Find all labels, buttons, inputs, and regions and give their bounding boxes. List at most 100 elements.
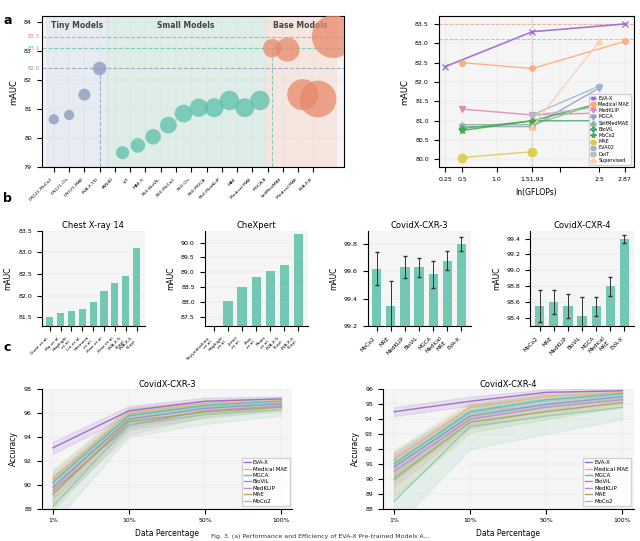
BioViL (125, 416, 133, 423)
Line: MAE: MAE (53, 407, 281, 494)
BioViL (390, 464, 398, 470)
Bar (443, 261, 452, 541)
Point (313, 95, 323, 103)
MedKLIP (542, 404, 550, 411)
Y-axis label: mAUC: mAUC (166, 267, 175, 290)
Text: Fig. 3. (a) Performance and Efficiency of EVA-X Pre-trained Models A...: Fig. 3. (a) Performance and Efficiency o… (211, 535, 429, 539)
Medical MAE (542, 393, 550, 400)
Text: a: a (3, 14, 12, 27)
Bar (79, 308, 86, 541)
EVA-X (277, 395, 285, 402)
MedKLIP (49, 487, 57, 494)
Point (64, 110, 74, 119)
Y-axis label: mAUC: mAUC (492, 267, 501, 290)
MAE (125, 418, 133, 425)
Line: MGCA: MGCA (394, 394, 622, 464)
EVA-X (467, 398, 474, 405)
Bar (133, 248, 140, 541)
Y-axis label: mAUC: mAUC (401, 79, 410, 104)
MoCo2 (277, 406, 285, 413)
Line: EVA-X: EVA-X (394, 391, 622, 412)
Title: CovidX-CXR-4: CovidX-CXR-4 (479, 380, 537, 388)
MAE (467, 419, 474, 425)
Text: Small Models: Small Models (157, 21, 214, 30)
MoCo2 (201, 411, 209, 418)
Bar (401, 267, 410, 541)
Title: CovidX-CXR-3: CovidX-CXR-3 (138, 380, 196, 388)
Bar (111, 282, 118, 541)
Line: MAE: MAE (394, 403, 622, 479)
Bar (577, 316, 587, 541)
Point (239, 103, 250, 112)
Point (282, 45, 292, 54)
Point (328, 32, 339, 41)
EVA-X (542, 389, 550, 395)
MoCo2 (618, 404, 626, 411)
BioViL (467, 413, 474, 419)
MedKLIP (201, 407, 209, 414)
Title: CovidX-CXR-4: CovidX-CXR-4 (554, 221, 611, 230)
Text: b: b (3, 192, 12, 205)
Bar (46, 16, 108, 167)
Medical MAE (390, 456, 398, 463)
Line: MedKLIP: MedKLIP (53, 406, 281, 491)
MoCo2 (467, 424, 474, 430)
Point (255, 96, 265, 105)
Point (132, 141, 143, 150)
BioViL (618, 393, 626, 400)
Bar (266, 271, 275, 541)
Point (163, 121, 173, 129)
Medical MAE (618, 389, 626, 395)
Bar (209, 326, 218, 541)
Text: c: c (3, 341, 11, 354)
Line: BioViL: BioViL (394, 397, 622, 467)
Medical MAE (277, 398, 285, 404)
MGCA (125, 412, 133, 419)
EVA-X (618, 387, 626, 394)
X-axis label: Data Percentage: Data Percentage (135, 529, 199, 538)
MoCo2 (542, 413, 550, 419)
Bar (591, 306, 601, 541)
MedKLIP (467, 416, 474, 423)
BioViL (277, 400, 285, 407)
Line: EVA-X: EVA-X (53, 399, 281, 448)
MoCo2 (125, 422, 133, 428)
Point (95, 64, 105, 73)
Bar (252, 277, 260, 541)
MAE (277, 404, 285, 411)
Point (148, 133, 158, 141)
Bar (457, 244, 466, 541)
MAE (390, 476, 398, 482)
Point (209, 103, 220, 112)
MGCA (542, 397, 550, 403)
Medical MAE (49, 476, 57, 482)
BioViL (49, 484, 57, 490)
MGCA (277, 398, 285, 405)
Bar (605, 286, 615, 541)
X-axis label: Data Percentage: Data Percentage (476, 529, 540, 538)
MAE (618, 399, 626, 406)
Bar (429, 274, 438, 541)
Bar (294, 234, 303, 541)
Point (49, 115, 59, 124)
MedKLIP (618, 397, 626, 403)
MGCA (390, 460, 398, 467)
Point (298, 90, 308, 99)
Bar (535, 306, 544, 541)
MedKLIP (277, 403, 285, 409)
Point (79, 90, 90, 99)
Text: 83.5: 83.5 (28, 34, 40, 39)
MGCA (467, 408, 474, 415)
Point (225, 96, 235, 105)
Bar (620, 239, 629, 541)
Bar (372, 269, 381, 541)
Line: Medical MAE: Medical MAE (53, 401, 281, 479)
Legend: EVA-X, Medical MAE, MGCA, BioViL, MedKLIP, MAE, MoCo2: EVA-X, Medical MAE, MGCA, BioViL, MedKLI… (242, 458, 290, 506)
Line: MoCo2: MoCo2 (53, 410, 281, 506)
MGCA (201, 402, 209, 408)
Text: 82.0: 82.0 (28, 66, 40, 71)
Legend: EVA-X, Medical MAE, MGCA, BioViL, MedKLIP, MAE, MoCo2: EVA-X, Medical MAE, MGCA, BioViL, MedKLI… (583, 458, 631, 506)
Bar (100, 291, 108, 541)
MedKLIP (390, 468, 398, 474)
EVA-X (390, 408, 398, 415)
